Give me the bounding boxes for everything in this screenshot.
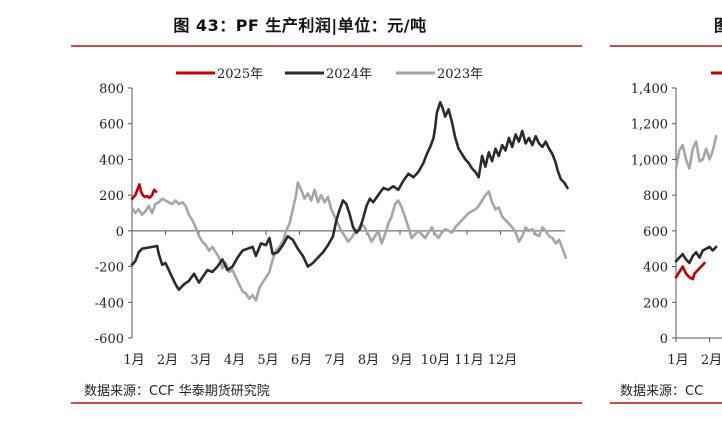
y-tick-label: 1,000 bbox=[631, 153, 668, 168]
y-tick-label: 400 bbox=[643, 261, 668, 276]
y-tick-label: 800 bbox=[643, 189, 668, 204]
y-tick-label: 600 bbox=[643, 225, 668, 240]
y-tick-label: 600 bbox=[99, 118, 124, 133]
footer-rule bbox=[71, 402, 582, 404]
legend-label: 2024年 bbox=[326, 67, 372, 82]
y-tick-label: 1,200 bbox=[631, 118, 668, 133]
x-tick-label: 3月 bbox=[190, 353, 211, 368]
left-chart-panel: 图 43：PF 生产利润|单位：元/吨 800 600 400 200 0 -200 -40… bbox=[71, 16, 582, 404]
x-tick-label: 7月 bbox=[324, 353, 345, 368]
y-tick-label: -200 bbox=[95, 261, 124, 276]
x-tick-label: 5月 bbox=[257, 353, 278, 368]
series-line-2024年 bbox=[130, 101, 569, 292]
series-line bbox=[674, 134, 718, 170]
right-footer-rule bbox=[610, 402, 722, 404]
series-line-2023年 bbox=[130, 181, 568, 302]
x-tick-label: 2月 bbox=[157, 353, 178, 368]
legend-label: 2025年 bbox=[217, 67, 263, 82]
x-tick-label: 10月 bbox=[421, 353, 451, 368]
legend-label: 2023年 bbox=[437, 67, 483, 82]
series-line bbox=[674, 245, 718, 265]
right-title-rule bbox=[610, 45, 722, 47]
y-tick-label: 1,400 bbox=[631, 82, 668, 97]
x-tick-label: 1月 bbox=[123, 353, 144, 368]
y-tick-label: 200 bbox=[643, 296, 668, 311]
y-tick-label: 800 bbox=[99, 82, 124, 97]
x-tick-label: 4月 bbox=[224, 353, 245, 368]
y-tick-label: 0 bbox=[660, 332, 668, 347]
y-tick-label: 200 bbox=[99, 189, 124, 204]
y-tick-label: 400 bbox=[99, 153, 124, 168]
x-tick-label: 8月 bbox=[358, 353, 379, 368]
profit-line-chart: 800 600 400 200 0 -200 -400 -600 1月 2月 3月 4月 5月 6月 7月 8… bbox=[95, 67, 569, 368]
title-rule bbox=[71, 45, 582, 47]
source-note: 数据来源：CCF 华泰期货研究院 bbox=[84, 384, 270, 399]
x-tick-label: 11月 bbox=[454, 353, 484, 368]
right-line-chart: 1,400 1,200 1,000 800 600 400 200 0 1月 2月 bbox=[631, 71, 722, 368]
x-tick-label: 1月 bbox=[667, 353, 688, 368]
right-chart-title: 图 bbox=[714, 12, 722, 36]
series-line-2025年 bbox=[130, 183, 158, 200]
chart-title: 图 43：PF 生产利润|单位：元/吨 bbox=[173, 16, 427, 35]
x-tick-label: 2月 bbox=[701, 353, 722, 368]
x-tick-label: 9月 bbox=[391, 353, 412, 368]
right-source-note: 数据来源：CC bbox=[620, 384, 704, 399]
y-tick-label: -400 bbox=[95, 296, 124, 311]
series-line bbox=[674, 261, 706, 281]
right-chart-panel: 图 1,400 1,200 1,000 800 600 400 200 0 1月 2月 数据来源：… bbox=[600, 0, 722, 438]
x-tick-label: 6月 bbox=[291, 353, 312, 368]
y-tick-label: -600 bbox=[95, 332, 124, 347]
x-tick-label: 12月 bbox=[488, 353, 518, 368]
y-tick-label: 0 bbox=[116, 225, 124, 240]
